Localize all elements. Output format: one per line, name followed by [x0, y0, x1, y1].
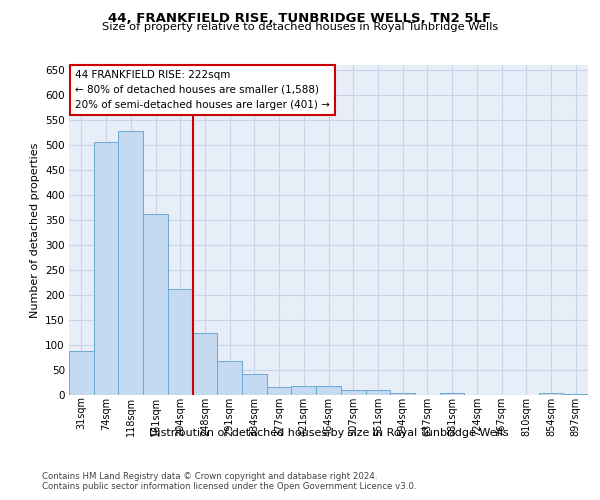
- Text: 44, FRANKFIELD RISE, TUNBRIDGE WELLS, TN2 5LF: 44, FRANKFIELD RISE, TUNBRIDGE WELLS, TN…: [109, 12, 491, 26]
- Text: Contains HM Land Registry data © Crown copyright and database right 2024.: Contains HM Land Registry data © Crown c…: [42, 472, 377, 481]
- Bar: [143, 214, 168, 395]
- Bar: [118, 131, 143, 395]
- Bar: [94, 142, 118, 395]
- Text: 44 FRANKFIELD RISE: 222sqm
← 80% of detached houses are smaller (1,588)
20% of s: 44 FRANKFIELD RISE: 222sqm ← 80% of deta…: [75, 70, 330, 110]
- Text: Distribution of detached houses by size in Royal Tunbridge Wells: Distribution of detached houses by size …: [149, 428, 509, 438]
- Bar: [464, 394, 489, 395]
- Bar: [316, 386, 341, 395]
- Text: Size of property relative to detached houses in Royal Tunbridge Wells: Size of property relative to detached ho…: [102, 22, 498, 32]
- Bar: [242, 374, 267, 395]
- Bar: [390, 392, 415, 395]
- Bar: [168, 288, 193, 395]
- Bar: [69, 351, 94, 395]
- Text: Contains public sector information licensed under the Open Government Licence v3: Contains public sector information licen…: [42, 482, 416, 491]
- Bar: [292, 386, 316, 395]
- Bar: [365, 390, 390, 395]
- Bar: [217, 361, 242, 395]
- Bar: [193, 332, 217, 395]
- Bar: [563, 394, 588, 395]
- Y-axis label: Number of detached properties: Number of detached properties: [29, 142, 40, 318]
- Bar: [267, 387, 292, 395]
- Bar: [341, 390, 365, 395]
- Bar: [415, 394, 440, 395]
- Bar: [539, 392, 563, 395]
- Bar: [440, 392, 464, 395]
